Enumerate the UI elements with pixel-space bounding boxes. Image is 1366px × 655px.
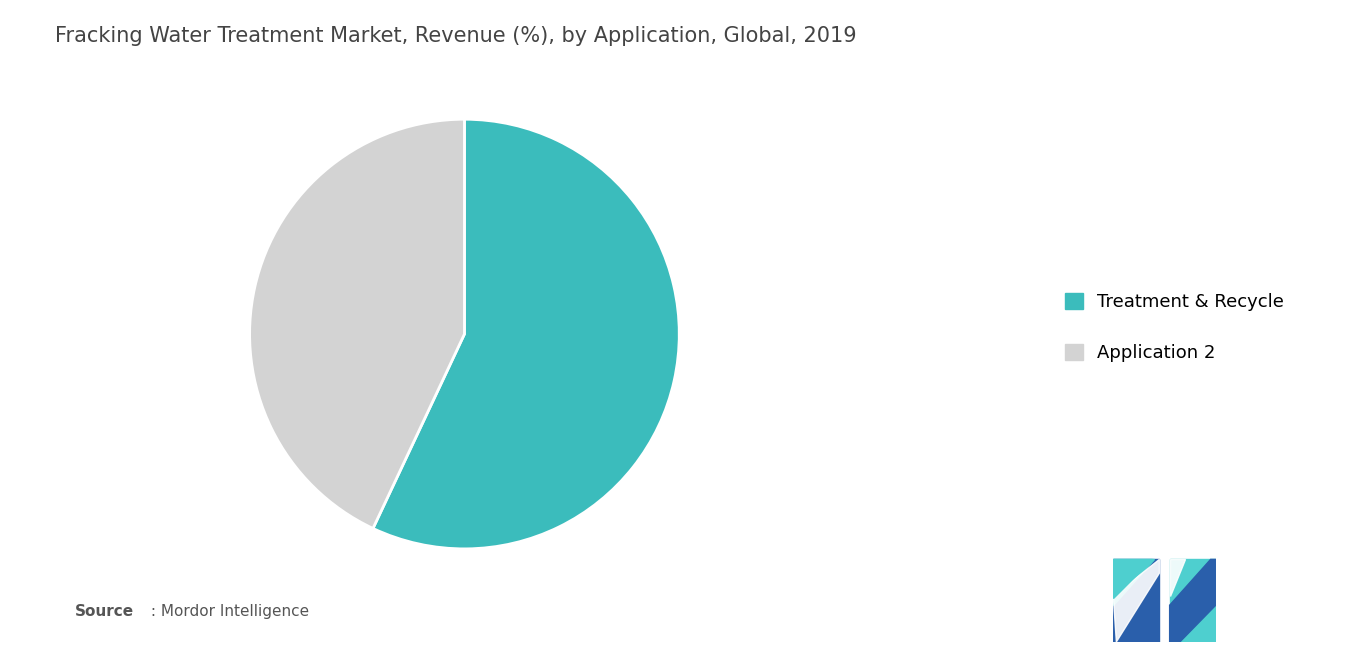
Polygon shape [1169, 559, 1184, 596]
Polygon shape [1113, 559, 1160, 642]
Polygon shape [1113, 559, 1160, 642]
Text: Fracking Water Treatment Market, Revenue (%), by Application, Global, 2019: Fracking Water Treatment Market, Revenue… [55, 26, 856, 47]
Text: Source: Source [75, 604, 134, 619]
Polygon shape [1113, 559, 1154, 605]
Polygon shape [1201, 614, 1216, 642]
Wedge shape [250, 119, 464, 529]
Legend: Treatment & Recycle, Application 2: Treatment & Recycle, Application 2 [1046, 275, 1302, 380]
Wedge shape [373, 119, 679, 549]
Polygon shape [1169, 559, 1216, 642]
Polygon shape [1113, 559, 1153, 598]
Text: : Mordor Intelligence: : Mordor Intelligence [146, 604, 309, 619]
Polygon shape [1169, 559, 1216, 642]
